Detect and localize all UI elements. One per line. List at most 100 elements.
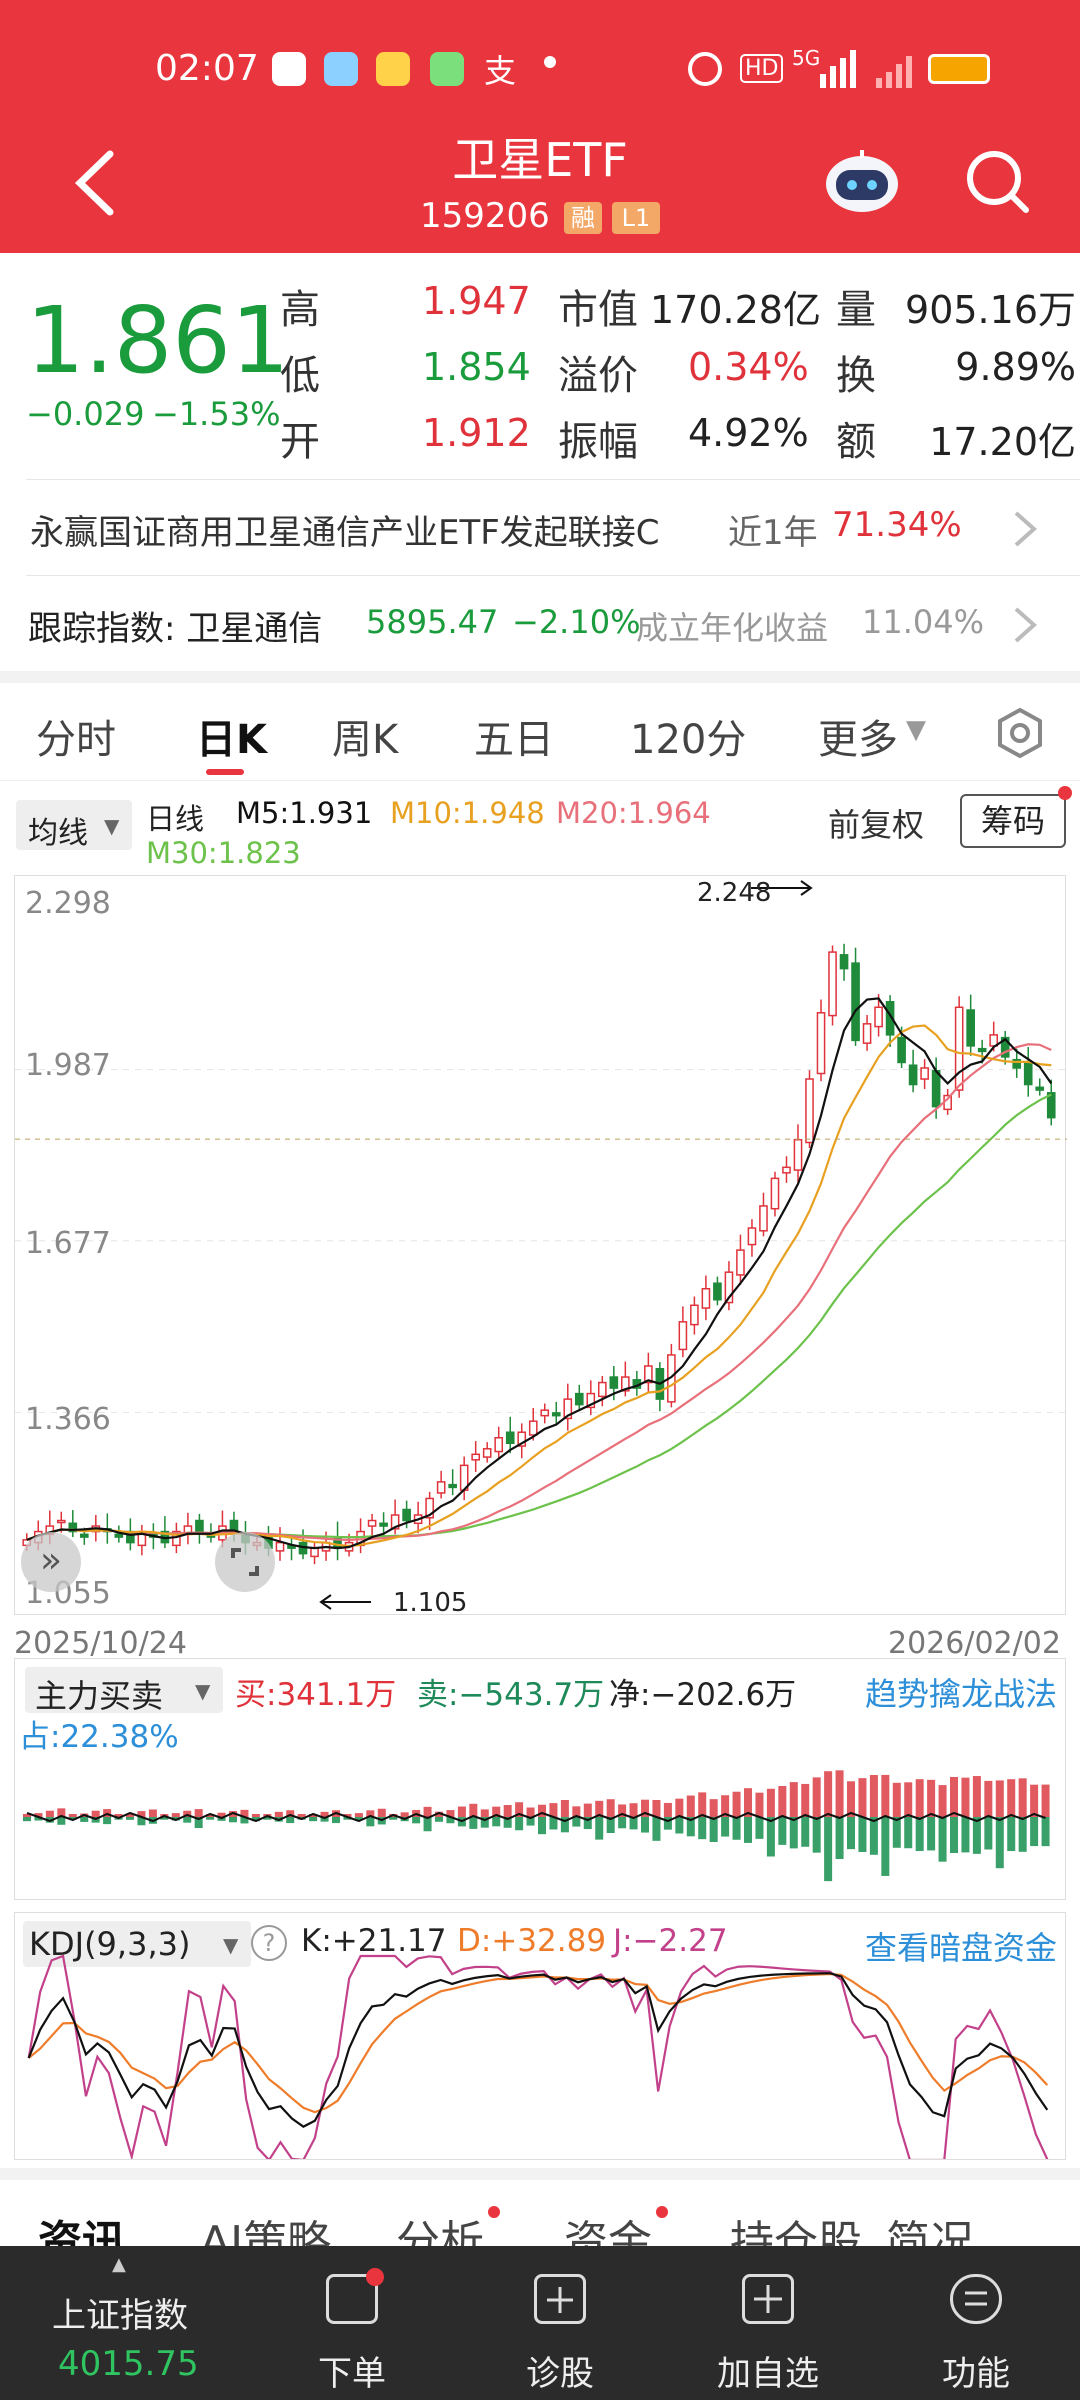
buy-bar — [892, 1782, 901, 1817]
tab-weekly-k[interactable]: 周K — [332, 717, 399, 763]
kdj-d: D:+32.89 — [457, 1923, 607, 1959]
notification-dot — [1058, 786, 1072, 800]
sell-bar — [183, 1817, 192, 1823]
status-bar: 02:07 支 HD 5G — [0, 40, 1080, 100]
tab-funds[interactable]: 资金 — [564, 2217, 652, 2250]
sell-bar — [423, 1817, 432, 1832]
buy-bar — [171, 1813, 180, 1817]
candle-body — [68, 1522, 78, 1533]
section-divider — [0, 671, 1080, 683]
buy-bar — [343, 1814, 352, 1817]
ma-selector[interactable]: 均线 ▼ — [16, 800, 132, 851]
buy-bar — [309, 1814, 318, 1817]
tab-intraday[interactable]: 分时 — [36, 717, 116, 763]
sell-bar — [366, 1817, 375, 1827]
index-ticker[interactable]: ▲ 上证指数 4015.75 — [0, 2246, 248, 2400]
buy-bar — [549, 1803, 558, 1817]
app-header: 02:07 支 HD 5G 卫星ETF 159206 融 L1 — [0, 0, 1080, 253]
buy-bar — [618, 1804, 627, 1817]
settings-hexagon-icon[interactable] — [994, 707, 1046, 759]
candle-body — [390, 1514, 400, 1530]
candle-body — [1023, 1061, 1033, 1086]
signal-5g-icon: 5G — [792, 46, 821, 70]
buy-bar — [835, 1770, 844, 1817]
sell-bar — [789, 1817, 798, 1849]
adjust-mode[interactable]: 前复权 — [828, 806, 925, 844]
candle-body — [897, 1036, 906, 1064]
flow-share: 占:22.38% — [19, 1719, 179, 1755]
buy-bar — [137, 1811, 146, 1817]
search-icon[interactable] — [962, 148, 1032, 218]
buy-bar — [503, 1805, 512, 1817]
candle-body — [195, 1519, 204, 1533]
notification-dot — [366, 2268, 384, 2286]
mktcap-value: 170.28亿 — [650, 288, 821, 332]
tab-news[interactable]: 资讯 — [38, 2217, 126, 2250]
tab-120min[interactable]: 120分 — [630, 717, 747, 763]
buy-bar — [961, 1777, 970, 1817]
sell-bar — [171, 1817, 180, 1821]
index-name: 上证指数 — [52, 2296, 188, 2336]
sell-bar — [583, 1817, 592, 1830]
kdj-d-line — [28, 1972, 1049, 2114]
caret-down-icon: ▼ — [104, 814, 120, 838]
hd-icon: HD — [740, 54, 784, 83]
tab-analysis[interactable]: 分析 — [396, 2217, 484, 2250]
sell-bar — [641, 1817, 650, 1833]
sell-bar — [240, 1817, 249, 1824]
buy-bar — [400, 1812, 409, 1817]
help-icon[interactable]: ? — [251, 1925, 287, 1961]
back-icon[interactable] — [70, 148, 120, 218]
flow-selector[interactable]: 主力买卖 ▼ — [25, 1667, 223, 1715]
candle-body — [1000, 1036, 1010, 1058]
candle-body — [563, 1398, 573, 1420]
tab-holdings[interactable]: 持仓股 — [730, 2217, 862, 2250]
sell-bar — [263, 1817, 272, 1820]
margin-badge: 融 — [564, 202, 602, 234]
tab-ai-strategy[interactable]: AI策略 — [200, 2217, 332, 2250]
sell-bar — [343, 1817, 352, 1820]
buy-bar — [995, 1780, 1004, 1817]
candle-body — [954, 1006, 964, 1091]
sell-bar — [412, 1817, 421, 1824]
sell-bar — [446, 1817, 455, 1824]
buy-bar — [675, 1798, 684, 1817]
add-watchlist-button[interactable]: 加自选 — [668, 2246, 868, 2400]
candle-body — [379, 1522, 388, 1527]
function-button[interactable]: 功能 — [876, 2246, 1076, 2400]
chips-button[interactable]: 筹码 — [960, 794, 1066, 848]
order-button[interactable]: 下单 — [252, 2246, 452, 2400]
sell-bar — [824, 1817, 833, 1882]
net-flow-line — [26, 1811, 1046, 1823]
buy-bar — [858, 1778, 867, 1817]
buy-bar — [755, 1792, 764, 1817]
robot-assistant-icon[interactable] — [822, 146, 902, 216]
kline-chart[interactable]: 2.298 1.987 1.677 1.366 1.055 2.248 1.10… — [14, 875, 1067, 1618]
sell-bar — [686, 1817, 695, 1837]
amount-value: 17.20亿 — [929, 420, 1076, 464]
candle-body — [1012, 1058, 1022, 1069]
kdj-selector[interactable]: KDJ(9,3,3) ▼ — [23, 1921, 251, 1967]
dark-pool-link[interactable]: 查看暗盘资金 — [864, 1929, 1057, 1967]
buy-bar — [606, 1799, 615, 1817]
tab-more[interactable]: 更多 — [818, 717, 898, 763]
tab-profile[interactable]: 简况(F10) — [886, 2217, 974, 2250]
diagnose-button[interactable]: 诊股 — [460, 2246, 660, 2400]
fullscreen-icon[interactable] — [215, 1532, 275, 1592]
section-divider — [0, 2168, 1080, 2180]
candle-body — [56, 1519, 66, 1524]
buy-bar — [469, 1803, 478, 1817]
expand-left-icon[interactable]: » — [21, 1532, 81, 1592]
buy-bar — [732, 1791, 741, 1817]
sell-bar — [480, 1817, 489, 1828]
candle-body — [621, 1376, 630, 1392]
trend-strategy-link[interactable]: 趋势擒龙战法 — [864, 1675, 1057, 1713]
tab-daily-k[interactable]: 日K — [196, 717, 267, 763]
tab-five-day[interactable]: 五日 — [474, 717, 554, 763]
buy-bar — [538, 1804, 547, 1817]
tracking-index-row[interactable]: 跟踪指数: 卫星通信 5895.47 −2.10% 成立年化收益 11.04% — [0, 575, 1080, 671]
candle-body — [793, 1138, 803, 1171]
sell-bar — [938, 1817, 947, 1862]
linked-fund-row[interactable]: 永赢国证商用卫星通信产业ETF发起联接C 近1年 71.34% — [0, 479, 1080, 575]
candle-body — [402, 1508, 411, 1522]
